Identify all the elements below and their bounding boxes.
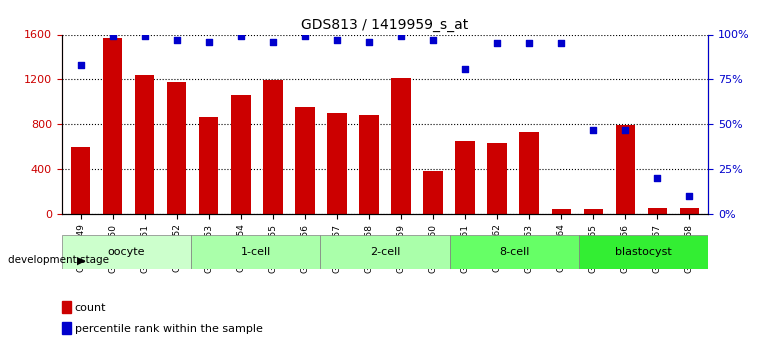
- Bar: [551, 209, 571, 214]
- Text: development stage: development stage: [8, 256, 109, 265]
- Point: [619, 127, 631, 132]
- FancyBboxPatch shape: [579, 235, 708, 269]
- Point: [171, 37, 183, 43]
- Bar: [680, 208, 699, 214]
- Bar: [296, 107, 315, 214]
- Point: [683, 193, 695, 199]
- Bar: [487, 143, 507, 214]
- Point: [363, 39, 375, 45]
- Bar: [520, 132, 539, 214]
- FancyBboxPatch shape: [62, 235, 191, 269]
- Bar: [615, 125, 634, 214]
- Bar: [62, 322, 72, 334]
- Text: blastocyst: blastocyst: [615, 247, 672, 257]
- Text: ▶: ▶: [77, 256, 85, 265]
- Point: [266, 39, 279, 45]
- Point: [395, 33, 407, 39]
- Point: [491, 41, 504, 46]
- Bar: [103, 38, 122, 214]
- Point: [555, 41, 567, 46]
- Text: 8-cell: 8-cell: [499, 247, 530, 257]
- Bar: [136, 75, 155, 214]
- Point: [107, 33, 119, 39]
- Bar: [62, 301, 72, 313]
- Point: [331, 37, 343, 43]
- Text: 1-cell: 1-cell: [240, 247, 271, 257]
- Point: [139, 33, 151, 39]
- FancyBboxPatch shape: [191, 235, 320, 269]
- Bar: [199, 117, 219, 214]
- Point: [235, 33, 247, 39]
- Text: percentile rank within the sample: percentile rank within the sample: [75, 324, 263, 334]
- Bar: [327, 113, 346, 214]
- FancyBboxPatch shape: [450, 235, 579, 269]
- Bar: [360, 115, 379, 214]
- Point: [651, 175, 663, 181]
- Bar: [231, 95, 250, 214]
- Point: [587, 127, 599, 132]
- Text: oocyte: oocyte: [108, 247, 145, 257]
- Bar: [391, 78, 410, 214]
- Title: GDS813 / 1419959_s_at: GDS813 / 1419959_s_at: [301, 18, 469, 32]
- Point: [203, 39, 215, 45]
- Point: [459, 66, 471, 71]
- Bar: [424, 171, 443, 214]
- Bar: [455, 141, 474, 214]
- Point: [299, 33, 311, 39]
- FancyBboxPatch shape: [320, 235, 450, 269]
- Bar: [648, 208, 667, 214]
- Point: [523, 41, 535, 46]
- Text: count: count: [75, 303, 106, 313]
- Bar: [71, 147, 90, 214]
- Point: [427, 37, 439, 43]
- Bar: [263, 80, 283, 214]
- Text: 2-cell: 2-cell: [370, 247, 400, 257]
- Bar: [167, 81, 186, 214]
- Bar: [584, 209, 603, 214]
- Point: [75, 62, 87, 68]
